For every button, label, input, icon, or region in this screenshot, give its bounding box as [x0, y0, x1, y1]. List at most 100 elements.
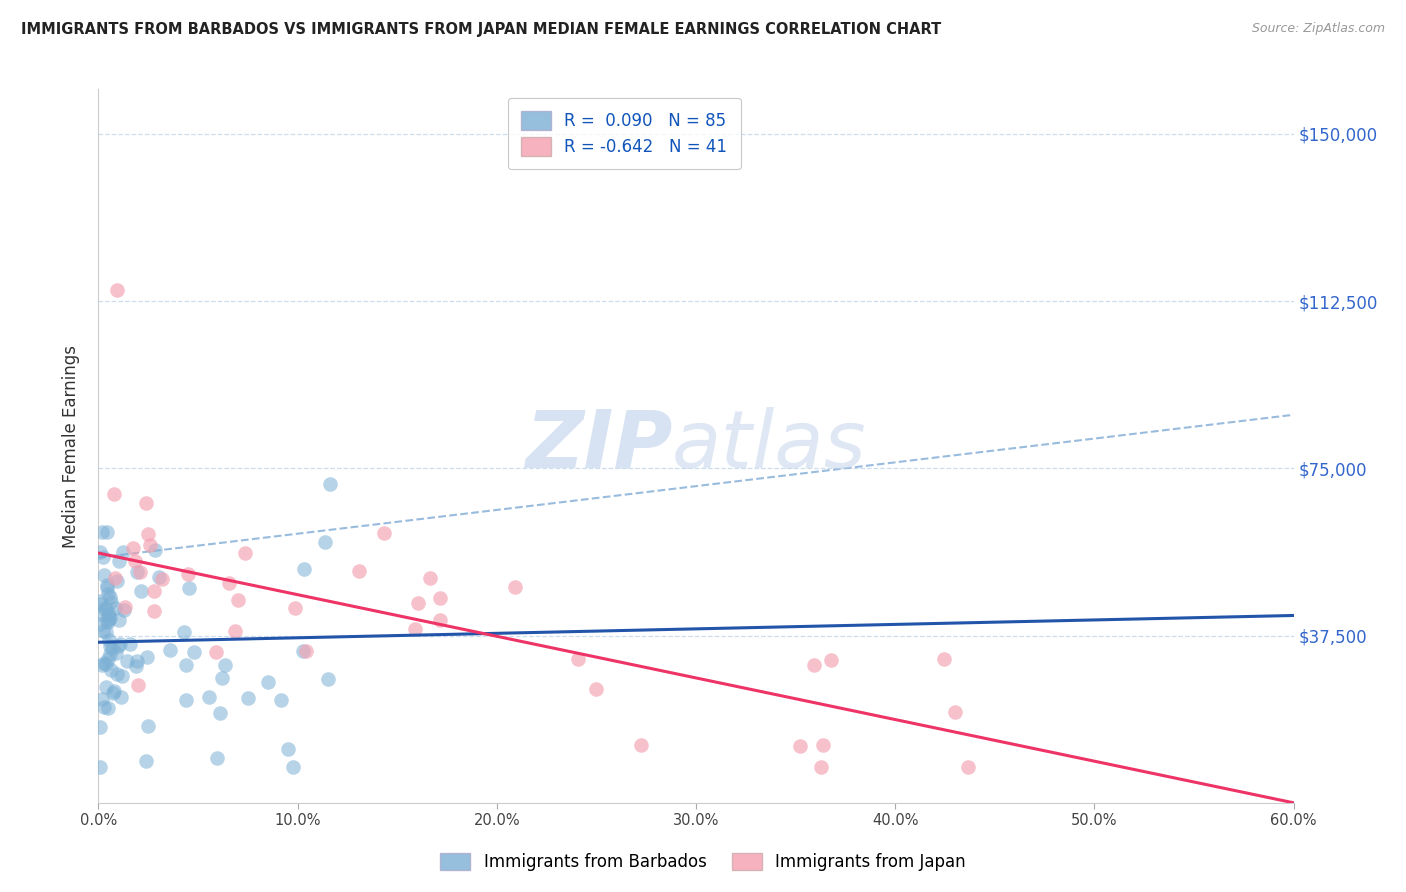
- Point: [104, 601, 127, 615]
- Point: [93, 550, 115, 565]
- Point: [94, 601, 117, 615]
- Point: [89, 593, 111, 607]
- Point: [96, 581, 118, 595]
- Point: [292, 562, 315, 576]
- Point: [97, 652, 120, 666]
- Point: [143, 604, 166, 618]
- Point: [105, 666, 128, 681]
- Point: [142, 583, 165, 598]
- Point: [97, 608, 120, 623]
- Point: [128, 565, 150, 579]
- Point: [820, 653, 842, 667]
- Point: [789, 739, 811, 753]
- Point: [118, 637, 141, 651]
- Point: [107, 640, 129, 654]
- Point: [122, 541, 145, 555]
- Point: [174, 658, 197, 673]
- Point: [94, 680, 117, 694]
- Point: [114, 600, 136, 615]
- Point: [404, 622, 426, 636]
- Point: [314, 535, 336, 549]
- Point: [630, 738, 652, 752]
- Point: [224, 624, 246, 639]
- Point: [93, 700, 115, 714]
- Point: [108, 636, 131, 650]
- Point: [138, 538, 160, 552]
- Point: [103, 684, 125, 698]
- Point: [89, 545, 111, 559]
- Point: [136, 719, 159, 733]
- Point: [104, 571, 127, 585]
- Point: [135, 755, 157, 769]
- Point: [810, 760, 832, 774]
- Legend: Immigrants from Barbados, Immigrants from Japan: Immigrants from Barbados, Immigrants fro…: [432, 845, 974, 880]
- Point: [567, 651, 589, 665]
- Point: [94, 625, 117, 640]
- Point: [284, 600, 307, 615]
- Point: [226, 593, 249, 607]
- Point: [943, 705, 966, 719]
- Point: [101, 641, 124, 656]
- Point: [183, 645, 205, 659]
- Point: [135, 496, 157, 510]
- Point: [111, 668, 134, 682]
- Point: [419, 572, 441, 586]
- Point: [125, 565, 148, 579]
- Point: [105, 646, 128, 660]
- Point: [91, 524, 114, 539]
- Point: [125, 654, 148, 668]
- Point: [270, 692, 292, 706]
- Point: [98, 612, 121, 626]
- Point: [117, 655, 139, 669]
- Text: atlas: atlas: [672, 407, 868, 485]
- Point: [107, 554, 129, 568]
- Point: [291, 644, 314, 658]
- Point: [89, 760, 111, 774]
- Point: [136, 649, 159, 664]
- Text: ZIP: ZIP: [524, 407, 672, 485]
- Point: [143, 543, 166, 558]
- Point: [811, 738, 834, 752]
- Point: [503, 581, 526, 595]
- Point: [218, 576, 240, 591]
- Point: [208, 706, 231, 720]
- Point: [91, 692, 114, 706]
- Point: [281, 760, 304, 774]
- Point: [174, 693, 197, 707]
- Point: [98, 633, 121, 648]
- Point: [198, 690, 221, 704]
- Point: [429, 613, 451, 627]
- Point: [96, 524, 118, 539]
- Point: [97, 701, 120, 715]
- Point: [98, 611, 121, 625]
- Point: [97, 587, 120, 601]
- Y-axis label: Median Female Earnings: Median Female Earnings: [62, 344, 80, 548]
- Point: [294, 644, 316, 658]
- Point: [89, 720, 111, 734]
- Point: [205, 751, 228, 765]
- Point: [94, 657, 117, 671]
- Point: [932, 652, 955, 666]
- Point: [585, 682, 607, 697]
- Point: [101, 686, 124, 700]
- Point: [319, 477, 342, 491]
- Point: [100, 595, 122, 609]
- Point: [257, 675, 280, 690]
- Text: IMMIGRANTS FROM BARBADOS VS IMMIGRANTS FROM JAPAN MEDIAN FEMALE EARNINGS CORRELA: IMMIGRANTS FROM BARBADOS VS IMMIGRANTS F…: [21, 22, 942, 37]
- Point: [159, 643, 181, 657]
- Point: [347, 565, 370, 579]
- Point: [136, 527, 159, 541]
- Point: [89, 597, 111, 611]
- Point: [98, 639, 121, 653]
- Text: Source: ZipAtlas.com: Source: ZipAtlas.com: [1251, 22, 1385, 36]
- Point: [127, 678, 149, 692]
- Point: [173, 625, 195, 640]
- Point: [103, 487, 125, 501]
- Point: [803, 658, 825, 673]
- Point: [238, 691, 260, 706]
- Point: [214, 658, 236, 673]
- Point: [96, 577, 118, 591]
- Point: [98, 647, 121, 661]
- Point: [97, 607, 120, 621]
- Point: [125, 659, 148, 673]
